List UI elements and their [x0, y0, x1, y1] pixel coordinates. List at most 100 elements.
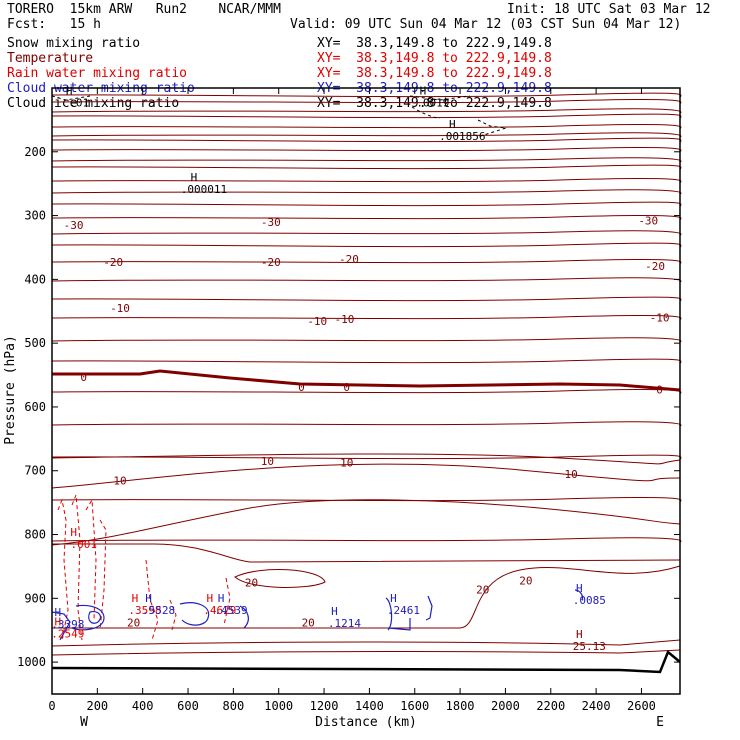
isotherm-line [51, 164, 682, 171]
isotherm-line [51, 230, 682, 236]
maximum-value-label: 25.13 [573, 640, 606, 653]
isotherm-line [51, 137, 682, 144]
rain-contour [99, 519, 107, 631]
isotherm-label: -30 [64, 219, 84, 232]
cloud-water-contour [88, 611, 102, 624]
maximum-marker: H [449, 118, 456, 131]
isotherm-line [51, 315, 682, 321]
maximum-value-label: .5528 [142, 604, 175, 617]
y-axis-title: Pressure (hPa) [3, 335, 18, 445]
isotherm-line [51, 92, 682, 99]
isotherm-line [51, 277, 682, 283]
cloud-water-contour [71, 604, 105, 631]
isotherm-label: -20 [645, 260, 665, 273]
isotherm-label: -10 [335, 313, 355, 326]
isotherm-label: 0 [298, 381, 305, 394]
isotherm-label: 0 [343, 381, 350, 394]
isotherm-label: 20 [302, 617, 315, 630]
maximum-marker: H [145, 592, 152, 605]
maximum-marker: H [55, 615, 62, 628]
isotherm-line [51, 454, 682, 461]
legend-xy-temperature: XY= 38.3,149.8 to 222.9,149.8 [317, 51, 552, 66]
maximum-marker: H [191, 171, 198, 184]
header-init: Init: 18 UTC Sat 03 Mar 12 [507, 2, 711, 17]
isotherm-line [51, 157, 682, 163]
legend-label-cloudice: Cloud ice mixing ratio [7, 96, 180, 111]
cloud-ice-contour [411, 106, 441, 119]
contour-labels: -30 -30 -30 -20 -20 -20 -20 -10 -10 -10 -10 0 0 0 0 10 1… [51, 85, 669, 653]
maximum-value-label: .2461 [387, 604, 420, 617]
rain-contour [169, 599, 177, 631]
maximum-marker: H [576, 628, 583, 641]
x-tick-label-1400: 1400 [355, 699, 384, 713]
maximum-marker: H [576, 582, 583, 595]
isotherm-label: 10 [113, 474, 126, 487]
terrain-surface [51, 649, 681, 674]
axes: 0 200 400 600 800 1000 1200 1400 1600 1800 2000 220… [17, 88, 680, 713]
rain-contour [57, 498, 69, 641]
cloud-ice-contour [409, 95, 471, 101]
isotherm-label: -20 [103, 256, 123, 269]
x-tick-label-0: 0 [48, 699, 55, 713]
maximum-value-label: .0085 [573, 594, 606, 607]
x-tick-label-400: 400 [132, 699, 154, 713]
x-tick-label-2600: 2600 [627, 699, 656, 713]
isotherm-line [51, 132, 682, 138]
maximum-marker: H [66, 85, 73, 98]
maximum-value-label: .3398 [51, 618, 84, 631]
isotherm-line [51, 537, 682, 543]
legend-label-temperature: Temperature [7, 51, 94, 66]
maximum-marker: H [70, 526, 77, 539]
header-valid: Valid: 09 UTC Sun 04 Mar 12 (03 CST Sun … [290, 17, 682, 32]
x-tick-label-2000: 2000 [491, 699, 520, 713]
maximum-value-label: .01 [69, 97, 89, 110]
isotherm-label: 10 [340, 456, 353, 469]
maximum-value-label: .0019 [416, 97, 449, 110]
isotherm-line [52, 543, 681, 563]
header-fcst: Fcst: 15 h [7, 17, 101, 32]
x-tick-label-1200: 1200 [310, 699, 339, 713]
x-tick-label-800: 800 [223, 699, 245, 713]
x-axis-title: Distance (km) [315, 715, 417, 730]
maximum-value-label: .001 [70, 538, 97, 551]
cloud-ice-contour [51, 95, 91, 101]
legend-xy-rain: XY= 38.3,149.8 to 222.9,149.8 [317, 66, 552, 81]
cloud-water-contour [179, 602, 210, 626]
isotherm-label: 10 [565, 468, 578, 481]
y-tick-label-300: 300 [24, 209, 46, 223]
isotherm-label: 10 [261, 455, 274, 468]
x-tick-label-1600: 1600 [400, 699, 429, 713]
maximum-marker: H [420, 85, 427, 98]
isotherm-line [51, 337, 682, 343]
isotherm-label: 20 [519, 574, 532, 587]
isotherm-label: -10 [110, 302, 130, 315]
y-tick-label-600: 600 [24, 400, 46, 414]
isotherm-line [51, 421, 682, 427]
maximum-value-label: .1214 [328, 617, 361, 630]
maximum-marker: H [55, 606, 62, 619]
header-model: TORERO 15km ARW Run2 NCAR/MMM [7, 2, 281, 17]
isotherm-label: -10 [650, 312, 670, 325]
isotherm-label: 0 [656, 384, 663, 397]
y-tick-label-1000: 1000 [17, 655, 46, 669]
isotherm-line [51, 215, 682, 221]
isotherm-label: -30 [638, 215, 658, 228]
isotherm-line [51, 358, 682, 365]
x-tick-label-1000: 1000 [264, 699, 293, 713]
maximum-marker: H [331, 605, 338, 618]
cloud-water-contour [239, 605, 249, 629]
y-tick-label-700: 700 [24, 464, 46, 478]
isotherm-line [51, 201, 682, 208]
isotherm-line [51, 389, 682, 395]
isotherm-line [51, 639, 681, 647]
isotherm-line [51, 113, 682, 120]
isotherm-line [51, 124, 682, 130]
x-right-end-label: E [656, 715, 664, 730]
rain-contour [223, 577, 231, 626]
isotherm-label: 20 [245, 576, 258, 589]
legend-label-rain: Rain water mixing ratio [7, 66, 188, 81]
maximum-value-label: .4629 [203, 604, 236, 617]
maximum-marker: H [390, 592, 397, 605]
x-tick-label-1800: 1800 [446, 699, 475, 713]
